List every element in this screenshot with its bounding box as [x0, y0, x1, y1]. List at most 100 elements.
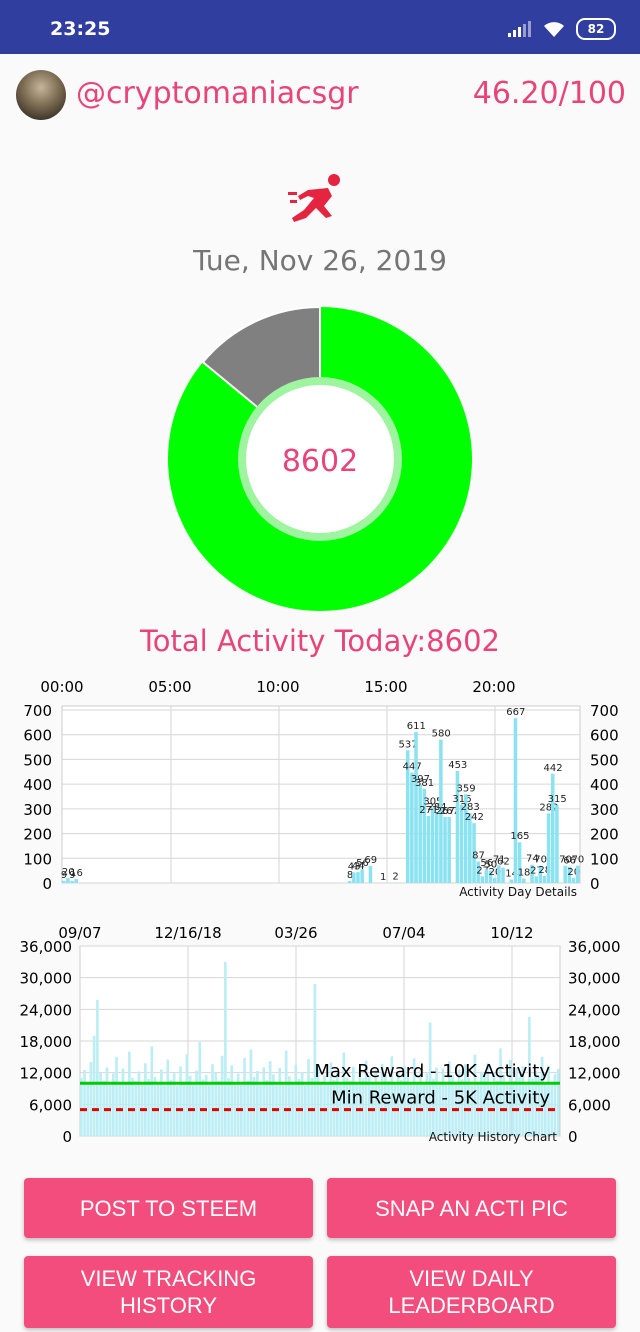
day-bar — [368, 865, 373, 883]
day-y-tick-left: 200 — [23, 826, 52, 844]
view-tracking-history-label-2: HISTORY — [120, 1293, 217, 1318]
view-daily-leaderboard-label-1: VIEW DAILY — [409, 1266, 534, 1291]
view-tracking-history-button[interactable]: VIEW TRACKING HISTORY — [24, 1256, 313, 1328]
day-bar — [443, 817, 447, 883]
snap-pic-button[interactable]: SNAP AN ACTI PIC — [327, 1178, 616, 1238]
history-y-tick-left: 30,000 — [20, 970, 73, 988]
day-bar-label: 20 — [489, 867, 502, 878]
history-bar — [432, 1079, 435, 1136]
day-bar — [360, 869, 364, 883]
history-bar — [169, 1080, 173, 1136]
history-bar — [352, 1066, 355, 1136]
history-bar — [201, 1079, 205, 1136]
day-bar — [476, 861, 480, 883]
history-bar — [214, 1072, 218, 1136]
day-y-tick-right: 600 — [590, 727, 619, 745]
history-y-tick-right: 0 — [568, 1128, 578, 1146]
view-tracking-history-label-1: VIEW TRACKING — [80, 1266, 257, 1291]
history-y-tick-right: 30,000 — [568, 970, 621, 988]
history-bar — [323, 1075, 326, 1136]
history-bar — [361, 1078, 365, 1136]
day-bar-label: 381 — [415, 778, 434, 789]
history-bar — [224, 961, 227, 1136]
day-bar-label: 267 — [436, 806, 455, 817]
history-bar — [233, 1082, 237, 1136]
status-icons: 82 — [508, 18, 616, 40]
history-bar — [246, 1080, 250, 1136]
avatar[interactable] — [16, 70, 66, 120]
day-bar-label: 242 — [465, 812, 484, 823]
history-bar — [256, 1071, 259, 1136]
day-bar-label: 69 — [364, 855, 377, 866]
day-y-tick-left: 300 — [23, 801, 52, 819]
day-bar-label: 316 — [452, 794, 471, 805]
day-bar-label: 16 — [70, 868, 83, 879]
history-y-tick-right: 12,000 — [568, 1065, 621, 1083]
history-bar — [137, 1071, 141, 1136]
date-label: Tue, Nov 26, 2019 — [193, 244, 447, 277]
history-bar — [470, 1085, 474, 1136]
day-bar — [480, 876, 485, 883]
history-bar — [499, 1048, 502, 1136]
day-bar-label: 50 — [485, 860, 498, 871]
history-bar — [435, 1067, 438, 1136]
history-bar — [364, 1060, 368, 1136]
history-bar — [339, 1084, 342, 1136]
day-bar-label: 305 — [423, 797, 442, 808]
day-bar-label: 267 — [440, 806, 459, 817]
post-to-steem-button[interactable]: POST TO STEEM — [24, 1178, 313, 1238]
history-bar — [345, 1077, 349, 1136]
day-bar-label: 62 — [497, 857, 510, 868]
day-bar — [463, 794, 468, 883]
activity-history-chart: 36,000 36,000 30,000 30,000 24,000 24,000 18,0… — [20, 924, 621, 1146]
history-bar — [310, 1077, 314, 1136]
history-bar — [508, 1060, 512, 1136]
history-x-tick: 09/07 — [58, 924, 101, 942]
history-bar — [553, 1074, 557, 1136]
history-bar — [502, 1074, 506, 1136]
history-bar — [483, 1076, 486, 1136]
history-bar — [448, 1061, 451, 1136]
day-y-tick-right: 100 — [590, 850, 619, 868]
history-bar — [473, 1054, 477, 1136]
history-bar — [185, 1054, 189, 1136]
donut-hole — [246, 385, 394, 533]
history-bar — [307, 1058, 310, 1136]
history-bar — [300, 1072, 304, 1136]
day-bar-label: 74 — [526, 854, 539, 865]
day-bar-label: 580 — [432, 729, 451, 740]
day-bar-label: 20 — [62, 867, 75, 878]
day-bar — [492, 878, 497, 883]
history-bar — [284, 1050, 288, 1136]
day-bar — [542, 876, 547, 883]
history-y-tick-right: 18,000 — [568, 1033, 621, 1051]
day-bar — [66, 878, 70, 883]
day-bar — [571, 878, 576, 883]
day-bar — [521, 878, 526, 883]
history-bar — [294, 1064, 298, 1136]
history-bar — [102, 1080, 106, 1136]
day-bar — [459, 804, 464, 883]
history-y-tick-left: 12,000 — [20, 1065, 73, 1083]
history-bar — [131, 1077, 134, 1136]
day-bar — [426, 816, 431, 883]
day-bar-label: 87 — [472, 851, 485, 862]
max-reward-label: Max Reward - 10K Activity — [314, 1061, 550, 1082]
min-reward-label: Min Reward - 5K Activity — [331, 1088, 550, 1109]
history-bar — [268, 1061, 272, 1136]
history-bar — [412, 1058, 416, 1136]
history-bar — [406, 1076, 410, 1136]
day-bar-label: 71 — [493, 854, 506, 865]
profile-header: @cryptomaniacsgr 46.20/100 — [16, 68, 626, 122]
view-daily-leaderboard-button[interactable]: VIEW DAILY LEADERBOARD — [327, 1256, 616, 1328]
day-bar — [352, 872, 356, 883]
snap-pic-label: SNAP AN ACTI PIC — [375, 1195, 568, 1221]
history-bar — [188, 1075, 192, 1136]
signal-icon — [508, 21, 531, 37]
history-bar — [390, 1056, 394, 1136]
history-bar — [518, 1077, 522, 1136]
wifi-icon — [544, 22, 564, 37]
history-bar — [278, 1067, 282, 1136]
day-bar — [509, 879, 514, 883]
score: 46.20/100 — [472, 76, 626, 111]
